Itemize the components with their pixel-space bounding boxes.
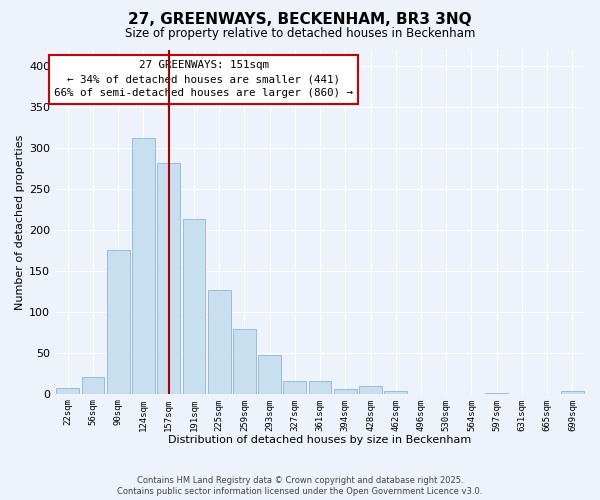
Bar bbox=[385, 392, 407, 394]
Bar bbox=[309, 382, 331, 394]
Text: 27 GREENWAYS: 151sqm
← 34% of detached houses are smaller (441)
66% of semi-deta: 27 GREENWAYS: 151sqm ← 34% of detached h… bbox=[54, 60, 353, 98]
Y-axis label: Number of detached properties: Number of detached properties bbox=[15, 134, 25, 310]
Bar bbox=[208, 290, 230, 394]
Bar bbox=[107, 250, 130, 394]
X-axis label: Distribution of detached houses by size in Beckenham: Distribution of detached houses by size … bbox=[169, 435, 472, 445]
Bar bbox=[283, 382, 306, 394]
Bar bbox=[132, 138, 155, 394]
Bar bbox=[157, 163, 180, 394]
Bar bbox=[561, 392, 584, 394]
Text: Size of property relative to detached houses in Beckenham: Size of property relative to detached ho… bbox=[125, 28, 475, 40]
Text: 27, GREENWAYS, BECKENHAM, BR3 3NQ: 27, GREENWAYS, BECKENHAM, BR3 3NQ bbox=[128, 12, 472, 28]
Text: Contains public sector information licensed under the Open Government Licence v3: Contains public sector information licen… bbox=[118, 487, 482, 496]
Bar bbox=[233, 329, 256, 394]
Bar bbox=[485, 393, 508, 394]
Bar bbox=[359, 386, 382, 394]
Bar bbox=[56, 388, 79, 394]
Bar bbox=[182, 220, 205, 394]
Text: Contains HM Land Registry data © Crown copyright and database right 2025.: Contains HM Land Registry data © Crown c… bbox=[137, 476, 463, 485]
Bar bbox=[82, 376, 104, 394]
Bar bbox=[334, 389, 356, 394]
Bar bbox=[258, 356, 281, 394]
